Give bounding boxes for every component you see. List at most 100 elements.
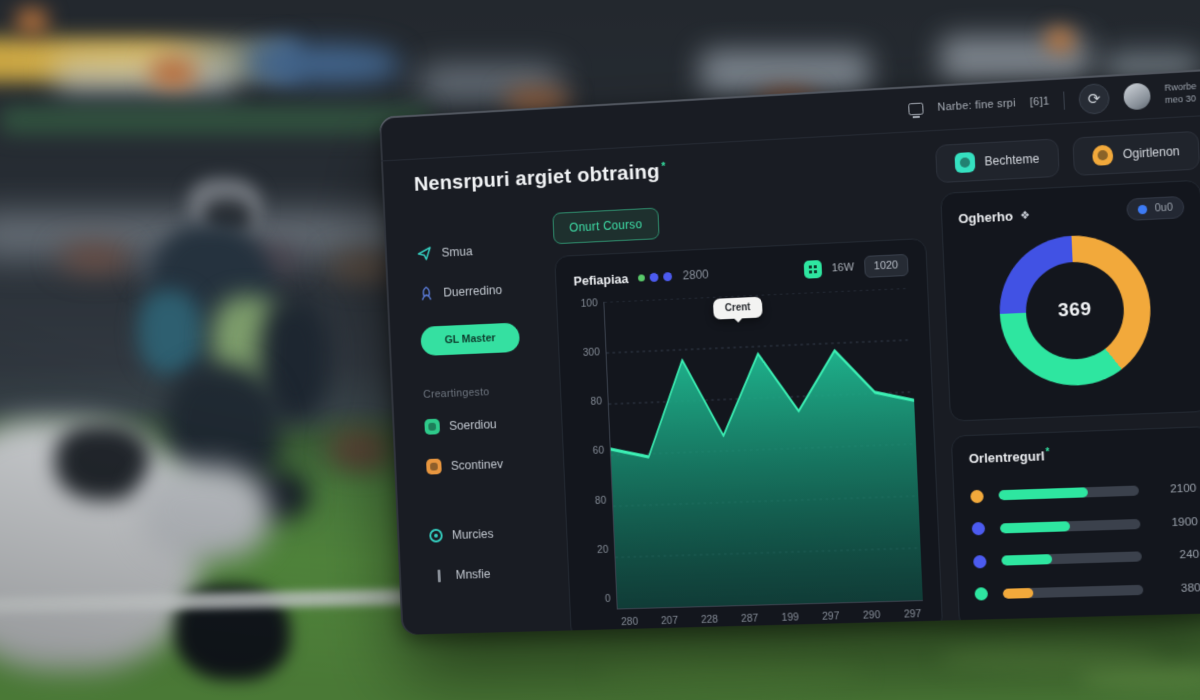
sidebar-item-label: Smua (441, 244, 473, 260)
player-helmet-blur (188, 178, 262, 236)
bokeh-band (250, 44, 400, 84)
donut-card-title: Ogherho (957, 207, 1014, 226)
bar-value: 240 (1179, 549, 1200, 562)
range-pill[interactable]: 1020 (863, 253, 909, 278)
refresh-button[interactable]: ⟳ (1078, 82, 1111, 115)
x-tick: 280 (620, 615, 639, 629)
donut-wrap: 369 (959, 230, 1191, 389)
bar-value: 1900 (1171, 515, 1199, 529)
course-button[interactable]: Onurt Courso (552, 207, 660, 245)
green-square-icon (424, 418, 441, 435)
x-tick: 297 (903, 608, 922, 621)
sidebar-item-label: Murcies (451, 526, 494, 542)
count-label: [6]1 (1029, 94, 1050, 109)
sidebar-item-gl-master[interactable]: GL Master (420, 322, 521, 357)
bar-row-dot (974, 587, 989, 602)
grass-streak (600, 660, 860, 686)
sidebar-pill-label: GL Master (444, 332, 496, 347)
ogirtlenon-label: Ogirtlenon (1122, 144, 1180, 162)
bar-value: 380 (1180, 582, 1200, 595)
donut-center-value: 369 (1057, 298, 1093, 322)
user-info: Rworbe meo 30 (1164, 81, 1197, 106)
bokeh-light (1046, 28, 1074, 52)
bar-value: 2100 (1169, 482, 1197, 496)
bar-icon (437, 569, 441, 582)
player-jersey-blur (212, 296, 288, 392)
bars-card: Orlentregurl* 2100 1900 (950, 425, 1200, 631)
area-plot[interactable]: Crent (603, 287, 923, 610)
sidebar-item-scontinev[interactable]: Scontinev (426, 450, 549, 480)
area-chart-svg (604, 288, 923, 609)
device-label: Narbe: fine srpi (937, 96, 1016, 114)
bechteme-label: Bechteme (984, 151, 1040, 169)
chart-area: 100 300 80 60 80 20 0 Crent (575, 287, 923, 610)
donut-card: Ogherho ❖ 0u0 369 (940, 179, 1200, 422)
area-chart-card: Pefiapiaa 280 0 16W 1020 100 (554, 237, 944, 635)
sidebar-item-duerredino[interactable]: Duerredino (418, 275, 541, 306)
bar-row-dot (971, 522, 986, 536)
sidebar-item-murcies[interactable]: Murcies (429, 519, 552, 548)
y-tick: 100 (580, 297, 598, 310)
chart-column: Onurt Courso Pefiapiaa 280 0 16W 1020 (552, 194, 944, 635)
bar-row: 2100 (970, 482, 1197, 504)
sidebar-item-label: Duerredino (443, 283, 503, 300)
bar-row: 1900 (971, 515, 1199, 536)
bokeh-light (16, 8, 48, 34)
bar-row-dot (970, 489, 984, 504)
bar-rows: 2100 1900 240 (969, 463, 1200, 621)
chart-header-right: 16W 1020 (803, 253, 909, 281)
foreground-arm-blur (140, 465, 270, 560)
crowd-blur (60, 245, 130, 271)
bar-fill (1002, 587, 1034, 599)
bechteme-button[interactable]: Bechteme (934, 138, 1060, 184)
diamond-icon: ❖ (1019, 209, 1031, 222)
page-title: Nensrpuri argiet obtraing* (413, 160, 667, 196)
crowd-blur (240, 248, 300, 270)
chart-title: Pefiapiaa (573, 270, 629, 289)
legend-dot-blue (663, 271, 673, 281)
x-tick: 297 (821, 610, 840, 623)
bokeh-screen (420, 66, 560, 100)
ogirtlenon-button[interactable]: Ogirtlenon (1071, 130, 1200, 177)
foreground-glove-blur (330, 430, 390, 470)
bars-card-title: Orlentregurl* (968, 447, 1050, 467)
sidebar-item-smua[interactable]: Smua (417, 235, 540, 266)
bar-fill (1001, 554, 1052, 567)
grass-streak (1080, 665, 1200, 687)
y-tick: 300 (582, 346, 601, 360)
player-facemask-blur (205, 200, 251, 234)
dashboard-panel: Narbe: fine srpi [6]1 ⟳ Rworbe meo 30 Ne… (379, 68, 1200, 635)
avatar[interactable] (1123, 82, 1151, 110)
bokeh-band (0, 38, 300, 82)
rocket-icon (418, 285, 434, 301)
donut-hole: 369 (1023, 259, 1126, 362)
x-tick: 228 (700, 613, 719, 626)
bar-row-dot (973, 554, 987, 569)
donut-pill-label: 0u0 (1154, 201, 1174, 215)
foreground-helmet-blur (55, 425, 150, 500)
badge-value: 16W (831, 261, 855, 275)
bar-track (998, 485, 1140, 501)
donut-chart[interactable]: 369 (996, 232, 1154, 389)
bokeh-screen (700, 50, 870, 94)
legend-dot-green (637, 273, 646, 282)
bell-icon (1091, 144, 1113, 166)
orange-square-icon (426, 458, 442, 475)
sidebar-item-soerdiou[interactable]: Soerdiou (424, 410, 547, 440)
blue-dot-icon (1138, 204, 1148, 214)
foreground-shadow-blur (175, 585, 290, 680)
y-tick: 20 (596, 543, 609, 556)
bar-row: 240 (973, 549, 1200, 569)
donut-filter-pill[interactable]: 0u0 (1126, 195, 1185, 221)
sidebar: Smua Duerredino GL Master Creartingesto … (416, 214, 556, 635)
player-arm-blur (260, 300, 330, 420)
circle-icon (429, 528, 443, 543)
sidebar-item-mnsfie[interactable]: Mnsfie (431, 559, 554, 588)
x-tick: 287 (740, 612, 759, 625)
bokeh-screen (55, 58, 235, 98)
sidebar-section-label: Creartingesto (422, 386, 490, 401)
right-column: Ogherho ❖ 0u0 369 (940, 179, 1200, 631)
sidebar-item-label: Mnsfie (455, 567, 491, 582)
y-tick: 0 (604, 592, 611, 605)
